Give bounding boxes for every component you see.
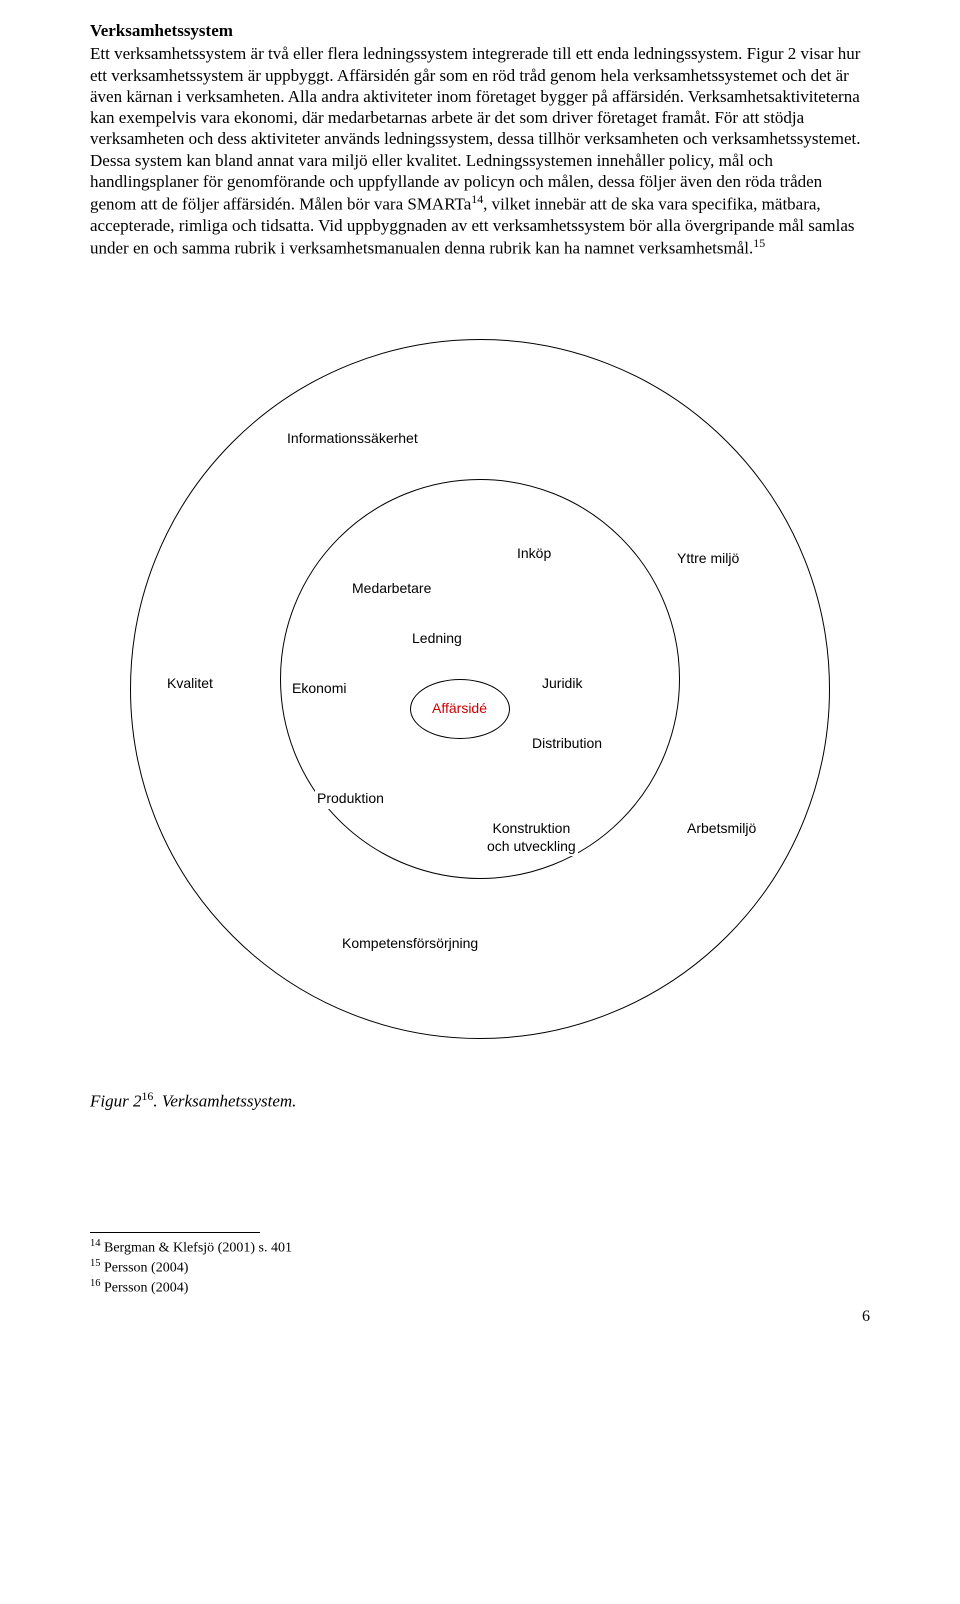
label-kvalitet: Kvalitet	[165, 674, 215, 694]
label-ledning: Ledning	[410, 629, 464, 649]
footnote-16: 16 Persson (2004)	[90, 1277, 870, 1297]
label-produktion: Produktion	[315, 789, 386, 809]
label-konstruktion-line2: och utveckling	[487, 838, 576, 854]
label-arbetsmiljo: Arbetsmiljö	[685, 819, 758, 839]
footnote-15: 15 Persson (2004)	[90, 1257, 870, 1277]
diagram-verksamhetssystem: Informationssäkerhet Kvalitet Yttre milj…	[90, 329, 870, 1049]
label-affarside: Affärsidé	[430, 699, 489, 719]
footnote-ref-16: 16	[141, 1089, 153, 1103]
footnote-num-15: 15	[90, 1258, 101, 1269]
label-konstruktion: Konstruktion och utveckling	[485, 819, 578, 856]
footnote-num-16: 16	[90, 1278, 101, 1289]
label-yttre-miljo: Yttre miljö	[675, 549, 741, 569]
footnote-14: 14 Bergman & Klefsjö (2001) s. 401	[90, 1237, 870, 1257]
label-konstruktion-line1: Konstruktion	[492, 820, 570, 836]
footnote-rule	[90, 1232, 260, 1233]
label-inkop: Inköp	[515, 544, 553, 564]
label-kompetensforsorjning: Kompetensförsörjning	[340, 934, 480, 954]
figure-caption: Figur 216. Verksamhetssystem.	[90, 1089, 870, 1112]
body-paragraph: Ett verksamhetssystem är två eller flera…	[90, 43, 870, 259]
footnote-ref-14: 14	[471, 192, 483, 206]
caption-post: . Verksamhetssystem.	[153, 1092, 296, 1111]
body-text-main: Ett verksamhetssystem är två eller flera…	[90, 44, 860, 213]
label-medarbetare: Medarbetare	[350, 579, 433, 599]
label-ekonomi: Ekonomi	[290, 679, 348, 699]
footnote-num-14: 14	[90, 1238, 101, 1249]
footnotes-block: 14 Bergman & Klefsjö (2001) s. 401 15 Pe…	[90, 1232, 870, 1297]
footnote-text-15: Persson (2004)	[101, 1261, 189, 1276]
footnote-ref-15: 15	[753, 236, 765, 250]
page-number: 6	[90, 1307, 870, 1327]
caption-pre: Figur 2	[90, 1092, 141, 1111]
section-heading: Verksamhetssystem	[90, 20, 870, 41]
label-informationssakerhet: Informationssäkerhet	[285, 429, 420, 449]
footnote-text-16: Persson (2004)	[101, 1281, 189, 1296]
label-juridik: Juridik	[540, 674, 584, 694]
footnote-text-14: Bergman & Klefsjö (2001) s. 401	[101, 1241, 292, 1256]
label-distribution: Distribution	[530, 734, 604, 754]
